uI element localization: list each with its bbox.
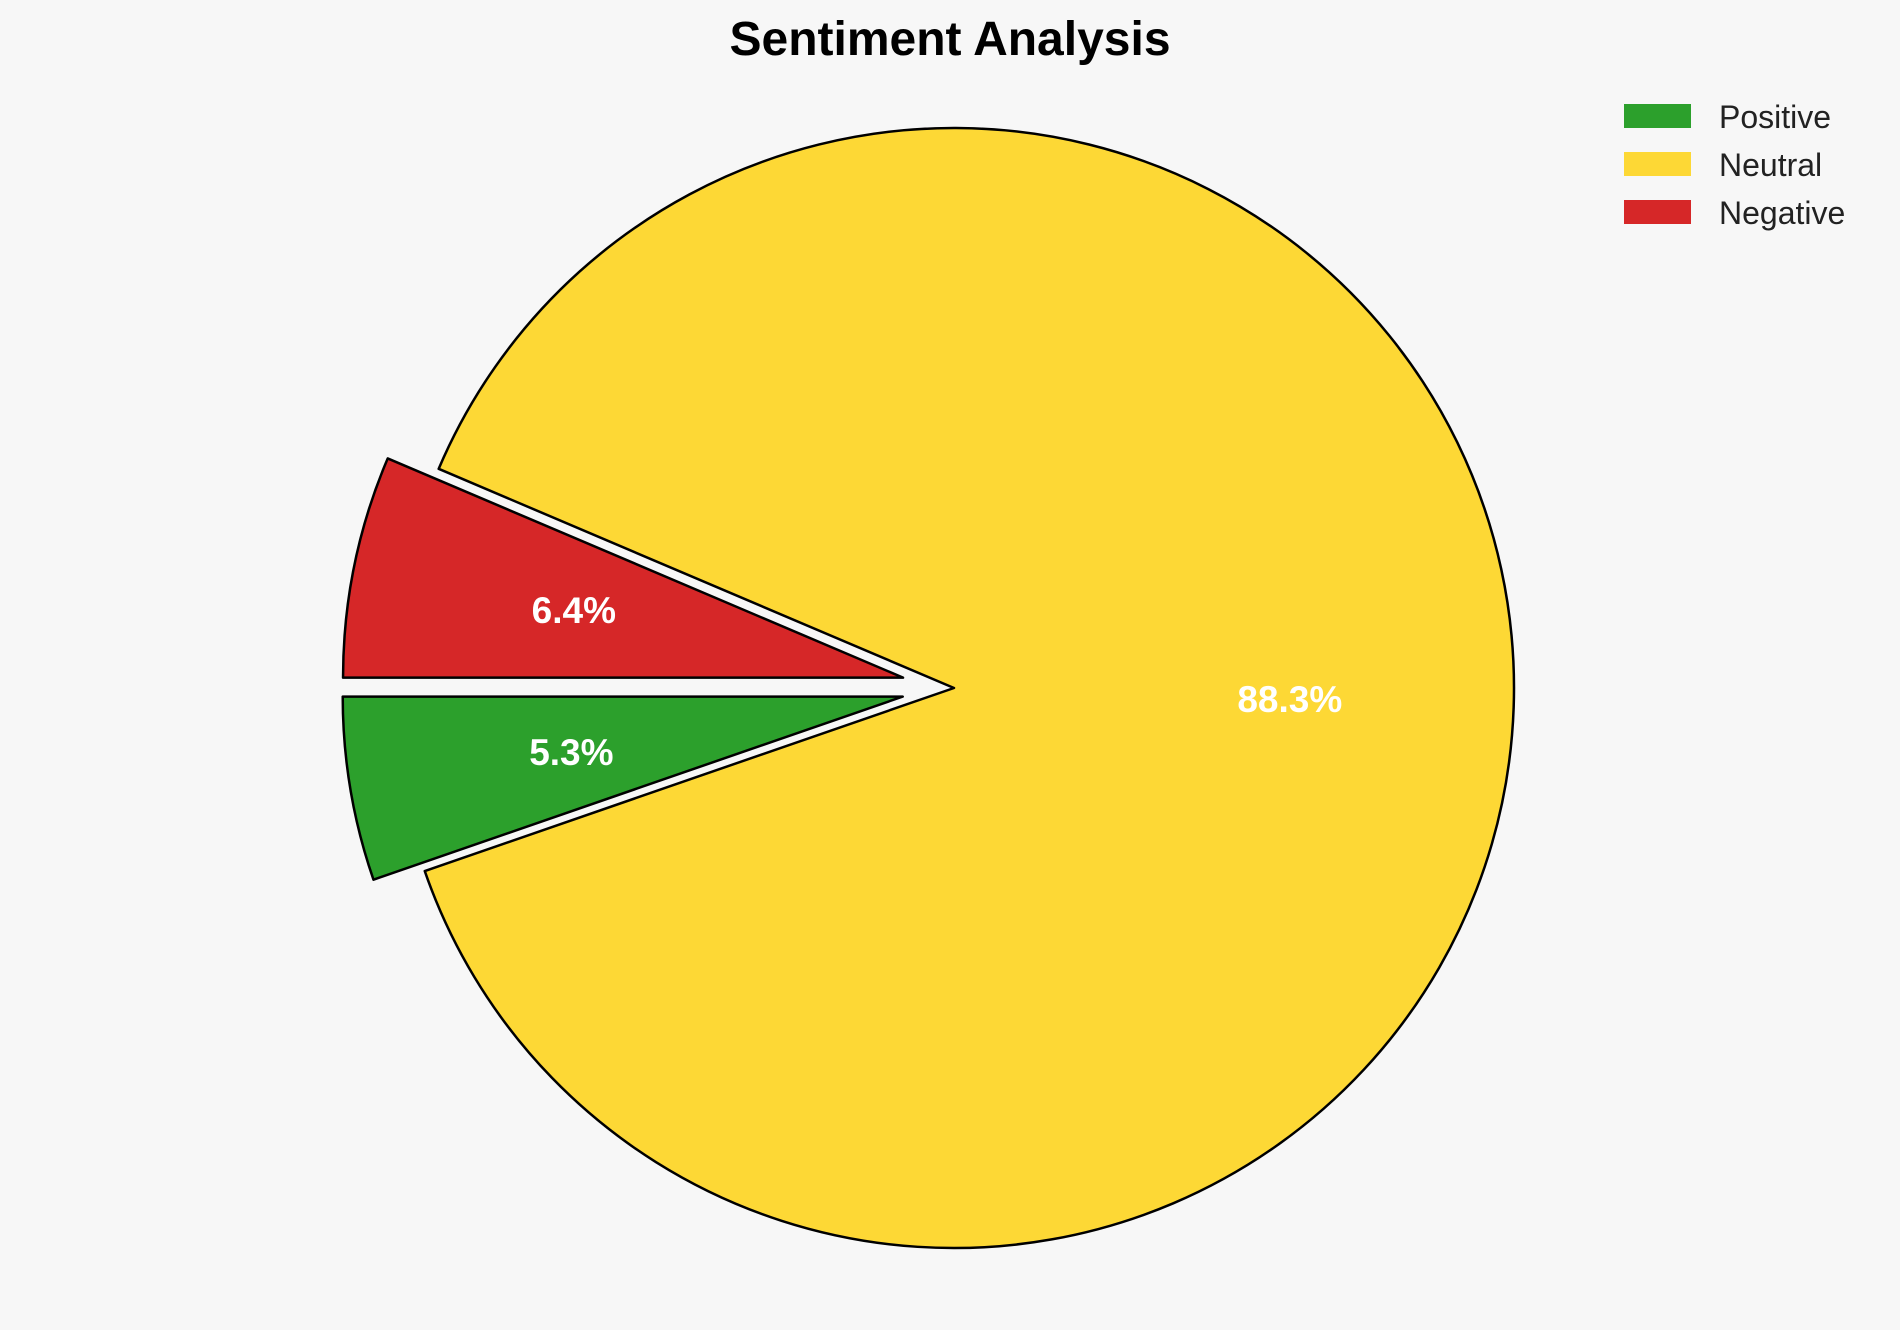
- legend-swatch-positive: [1624, 104, 1691, 128]
- legend-label-neutral: Neutral: [1719, 147, 1822, 183]
- slice-label-negative: 6.4%: [532, 590, 616, 631]
- legend-swatch-negative: [1624, 200, 1691, 224]
- pie-slice-negative: [341, 457, 905, 679]
- slice-label-neutral: 88.3%: [1237, 679, 1342, 720]
- slice-label-positive: 5.3%: [529, 732, 613, 773]
- chart-title: Sentiment Analysis: [729, 13, 1170, 66]
- legend-swatch-neutral: [1624, 152, 1691, 176]
- pie-slice-positive: [341, 695, 904, 881]
- pie-slices: [341, 126, 1516, 1250]
- pie-slice-neutral: [423, 126, 1516, 1250]
- legend-label-positive: Positive: [1719, 99, 1831, 135]
- legend-label-negative: Negative: [1719, 195, 1845, 231]
- legend: Positive Neutral Negative: [1624, 99, 1845, 231]
- pie-slice-labels: 5.3% 88.3% 6.4%: [529, 590, 1342, 773]
